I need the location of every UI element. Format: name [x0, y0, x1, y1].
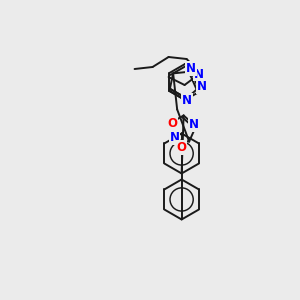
Text: N: N	[186, 62, 196, 75]
Text: N: N	[170, 131, 180, 144]
Text: N: N	[182, 94, 192, 106]
Text: N: N	[189, 118, 199, 131]
Text: O: O	[167, 117, 177, 130]
Text: N: N	[194, 68, 204, 80]
Text: N: N	[196, 80, 206, 94]
Text: O: O	[177, 141, 187, 154]
